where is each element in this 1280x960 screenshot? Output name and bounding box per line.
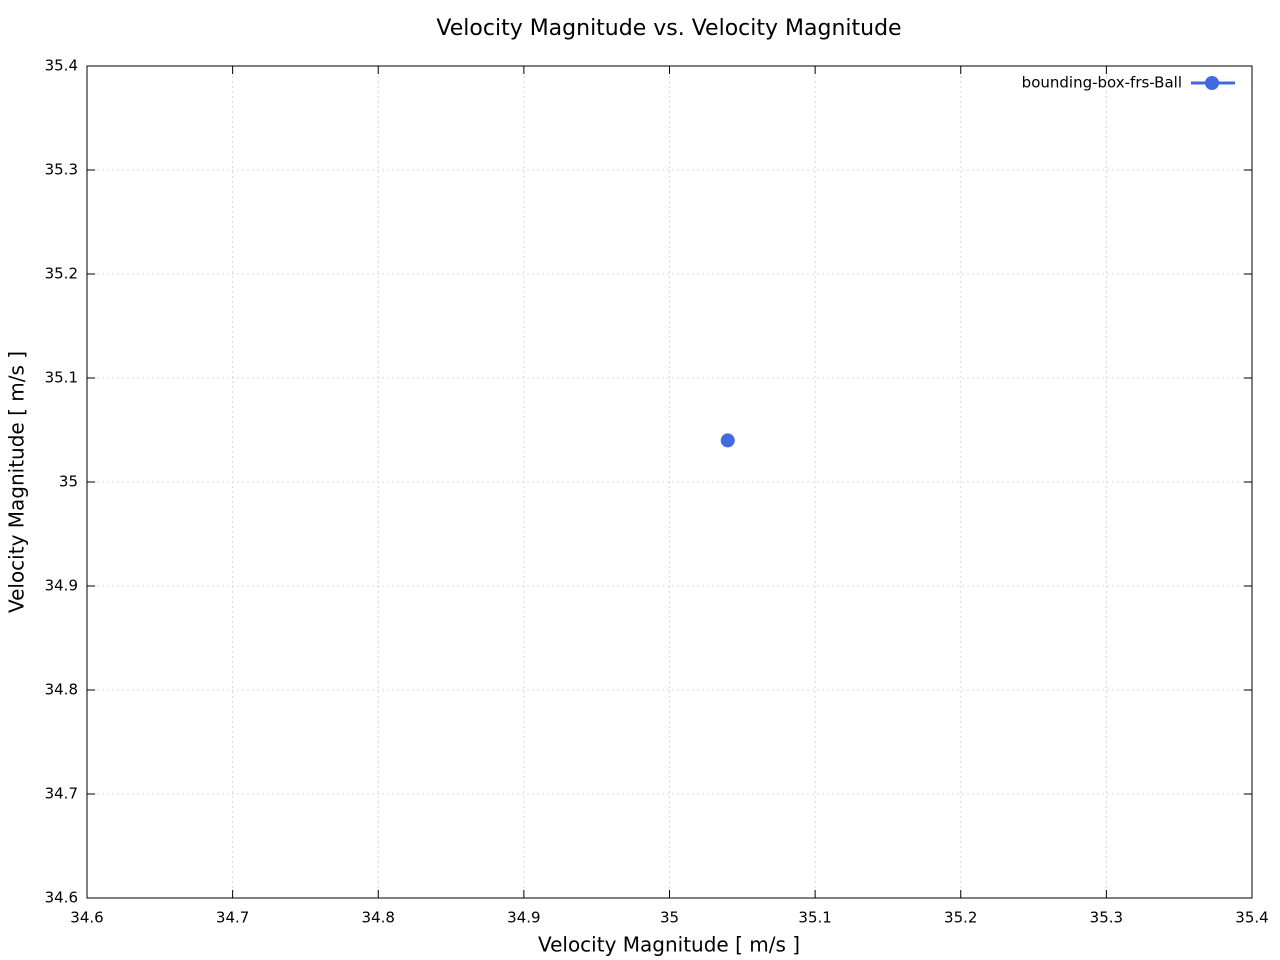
- plot-frame: [86, 65, 1253, 899]
- x-tick-label: 35.1: [798, 909, 831, 927]
- x-tick-label: 35.4: [1235, 909, 1268, 927]
- legend-marker: [1205, 76, 1219, 90]
- x-tick-label: 35.3: [1090, 909, 1123, 927]
- x-axis-label: Velocity Magnitude [ m/s ]: [538, 933, 800, 957]
- x-tick-label: 34.6: [70, 909, 103, 927]
- chart-title: Velocity Magnitude vs. Velocity Magnitud…: [436, 16, 901, 41]
- x-tick-label: 34.8: [362, 909, 395, 927]
- x-tick-label: 35.2: [944, 909, 977, 927]
- y-tick-label: 35.4: [45, 57, 78, 75]
- y-tick-label: 35: [59, 473, 78, 491]
- y-tick-label: 35.1: [45, 369, 78, 387]
- y-tick-label: 34.7: [45, 785, 78, 803]
- x-tick-label: 35: [660, 909, 679, 927]
- data-point: [720, 433, 735, 448]
- y-axis-label: Velocity Magnitude [ m/s ]: [5, 351, 29, 613]
- y-tick-label: 34.8: [45, 681, 78, 699]
- x-tick-label: 34.9: [507, 909, 540, 927]
- y-tick-label: 34.9: [45, 577, 78, 595]
- y-tick-label: 35.3: [45, 161, 78, 179]
- x-tick-label: 34.7: [216, 909, 249, 927]
- y-tick-label: 34.6: [45, 889, 78, 907]
- y-tick-label: 35.2: [45, 265, 78, 283]
- legend-label: bounding-box-frs-Ball: [1022, 74, 1182, 92]
